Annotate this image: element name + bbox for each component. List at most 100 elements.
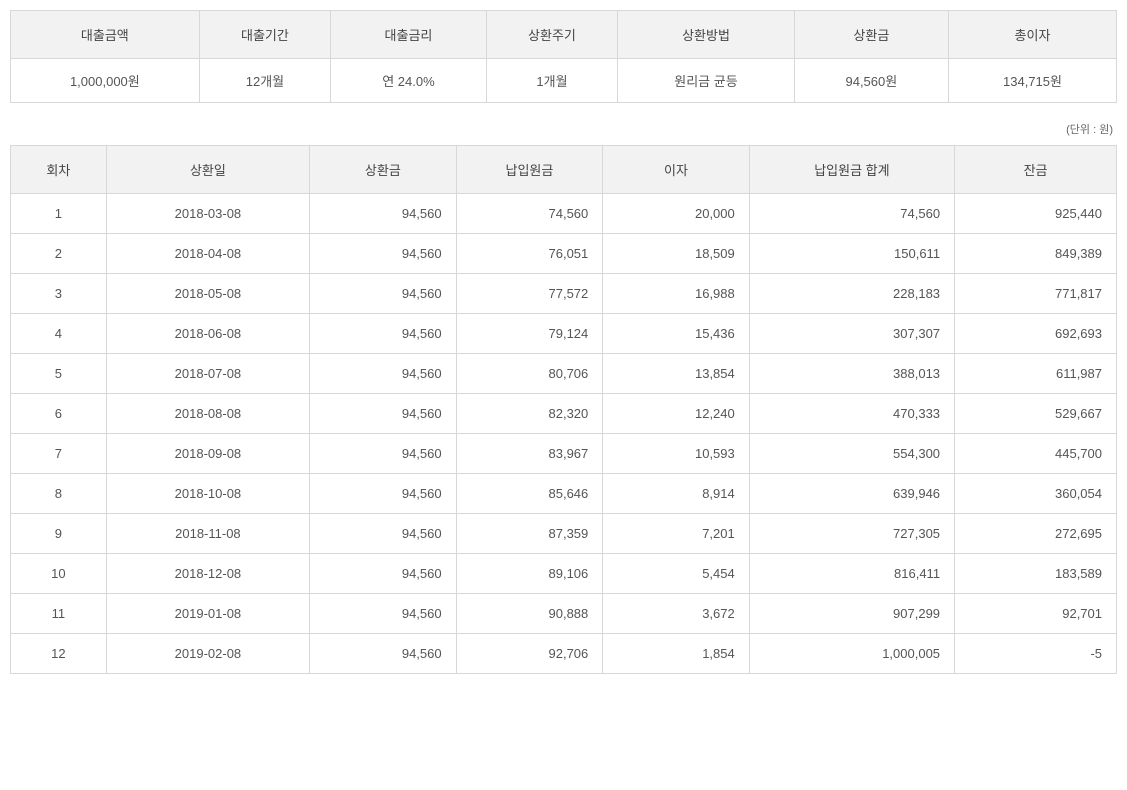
table-cell: 10 <box>11 554 107 594</box>
table-cell: 94,560 <box>310 394 456 434</box>
table-cell: 2018-04-08 <box>106 234 309 274</box>
table-cell: 7,201 <box>603 514 749 554</box>
table-cell: 727,305 <box>749 514 954 554</box>
table-cell: 2018-06-08 <box>106 314 309 354</box>
table-cell: -5 <box>955 634 1117 674</box>
table-cell: 82,320 <box>456 394 603 434</box>
table-cell: 907,299 <box>749 594 954 634</box>
summary-header-period: 대출기간 <box>199 11 330 59</box>
table-cell: 2019-02-08 <box>106 634 309 674</box>
table-cell: 2019-01-08 <box>106 594 309 634</box>
table-cell: 8,914 <box>603 474 749 514</box>
table-cell: 2018-12-08 <box>106 554 309 594</box>
table-cell: 16,988 <box>603 274 749 314</box>
table-cell: 470,333 <box>749 394 954 434</box>
summary-header-row: 대출금액 대출기간 대출금리 상환주기 상환방법 상환금 총이자 <box>11 11 1117 59</box>
table-cell: 94,560 <box>310 514 456 554</box>
table-cell: 5,454 <box>603 554 749 594</box>
schedule-header-no: 회차 <box>11 146 107 194</box>
table-cell: 85,646 <box>456 474 603 514</box>
table-cell: 2018-09-08 <box>106 434 309 474</box>
table-cell: 388,013 <box>749 354 954 394</box>
table-cell: 2018-03-08 <box>106 194 309 234</box>
table-cell: 87,359 <box>456 514 603 554</box>
summary-value-method: 원리금 균등 <box>618 59 795 103</box>
table-cell: 13,854 <box>603 354 749 394</box>
table-cell: 445,700 <box>955 434 1117 474</box>
table-cell: 554,300 <box>749 434 954 474</box>
table-row: 32018-05-0894,56077,57216,988228,183771,… <box>11 274 1117 314</box>
summary-value-payment: 94,560원 <box>794 59 948 103</box>
summary-value-rate: 연 24.0% <box>331 59 487 103</box>
table-cell: 360,054 <box>955 474 1117 514</box>
table-cell: 74,560 <box>456 194 603 234</box>
table-cell: 5 <box>11 354 107 394</box>
table-cell: 2018-10-08 <box>106 474 309 514</box>
summary-header-amount: 대출금액 <box>11 11 200 59</box>
schedule-header-balance: 잔금 <box>955 146 1117 194</box>
table-cell: 272,695 <box>955 514 1117 554</box>
table-row: 52018-07-0894,56080,70613,854388,013611,… <box>11 354 1117 394</box>
table-cell: 94,560 <box>310 194 456 234</box>
table-cell: 77,572 <box>456 274 603 314</box>
table-cell: 83,967 <box>456 434 603 474</box>
table-cell: 92,701 <box>955 594 1117 634</box>
table-cell: 228,183 <box>749 274 954 314</box>
summary-header-payment: 상환금 <box>794 11 948 59</box>
table-cell: 2018-11-08 <box>106 514 309 554</box>
table-cell: 20,000 <box>603 194 749 234</box>
table-row: 122019-02-0894,56092,7061,8541,000,005-5 <box>11 634 1117 674</box>
schedule-header-row: 회차 상환일 상환금 납입원금 이자 납입원금 합계 잔금 <box>11 146 1117 194</box>
table-cell: 94,560 <box>310 594 456 634</box>
table-cell: 10,593 <box>603 434 749 474</box>
table-cell: 94,560 <box>310 434 456 474</box>
table-cell: 2018-07-08 <box>106 354 309 394</box>
table-cell: 2018-08-08 <box>106 394 309 434</box>
summary-header-interest: 총이자 <box>948 11 1116 59</box>
table-cell: 692,693 <box>955 314 1117 354</box>
table-row: 22018-04-0894,56076,05118,509150,611849,… <box>11 234 1117 274</box>
table-cell: 12,240 <box>603 394 749 434</box>
table-cell: 94,560 <box>310 314 456 354</box>
table-cell: 94,560 <box>310 474 456 514</box>
table-cell: 7 <box>11 434 107 474</box>
table-cell: 89,106 <box>456 554 603 594</box>
loan-summary-table: 대출금액 대출기간 대출금리 상환주기 상환방법 상환금 총이자 1,000,0… <box>10 10 1117 103</box>
table-cell: 79,124 <box>456 314 603 354</box>
table-row: 82018-10-0894,56085,6468,914639,946360,0… <box>11 474 1117 514</box>
table-cell: 94,560 <box>310 274 456 314</box>
table-cell: 1,854 <box>603 634 749 674</box>
table-row: 42018-06-0894,56079,12415,436307,307692,… <box>11 314 1117 354</box>
table-cell: 8 <box>11 474 107 514</box>
table-cell: 1,000,005 <box>749 634 954 674</box>
summary-header-cycle: 상환주기 <box>486 11 617 59</box>
table-cell: 849,389 <box>955 234 1117 274</box>
table-cell: 90,888 <box>456 594 603 634</box>
table-cell: 94,560 <box>310 634 456 674</box>
table-cell: 3 <box>11 274 107 314</box>
schedule-header-interest: 이자 <box>603 146 749 194</box>
table-cell: 92,706 <box>456 634 603 674</box>
table-cell: 74,560 <box>749 194 954 234</box>
schedule-header-payment: 상환금 <box>310 146 456 194</box>
table-row: 12018-03-0894,56074,56020,00074,560925,4… <box>11 194 1117 234</box>
table-cell: 11 <box>11 594 107 634</box>
table-cell: 816,411 <box>749 554 954 594</box>
summary-value-period: 12개월 <box>199 59 330 103</box>
table-cell: 611,987 <box>955 354 1117 394</box>
table-cell: 76,051 <box>456 234 603 274</box>
table-cell: 925,440 <box>955 194 1117 234</box>
schedule-body: 12018-03-0894,56074,56020,00074,560925,4… <box>11 194 1117 674</box>
table-cell: 639,946 <box>749 474 954 514</box>
table-cell: 6 <box>11 394 107 434</box>
table-cell: 4 <box>11 314 107 354</box>
table-cell: 94,560 <box>310 234 456 274</box>
table-cell: 9 <box>11 514 107 554</box>
summary-header-rate: 대출금리 <box>331 11 487 59</box>
table-cell: 94,560 <box>310 554 456 594</box>
table-cell: 2018-05-08 <box>106 274 309 314</box>
table-row: 62018-08-0894,56082,32012,240470,333529,… <box>11 394 1117 434</box>
table-cell: 94,560 <box>310 354 456 394</box>
summary-value-cycle: 1개월 <box>486 59 617 103</box>
table-cell: 18,509 <box>603 234 749 274</box>
